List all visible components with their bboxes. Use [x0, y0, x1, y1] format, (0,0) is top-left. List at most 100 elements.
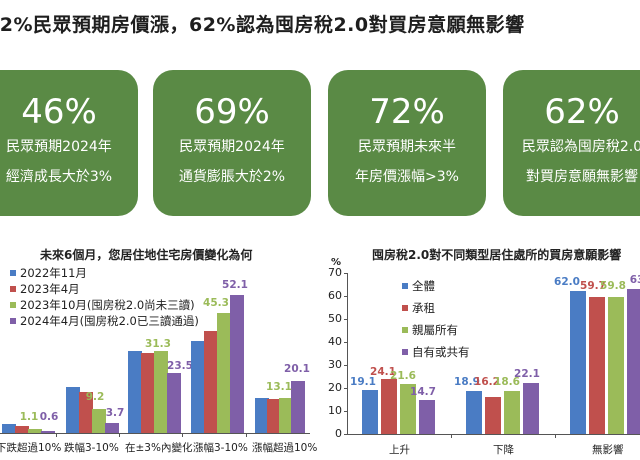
- y-tick-label: 0: [335, 427, 342, 440]
- x-label: 在±3%內變化: [125, 442, 193, 454]
- legend-item: 承租: [402, 297, 470, 319]
- x-label: 漲幅3-10%: [193, 442, 248, 454]
- value-label: 14.7: [410, 386, 436, 398]
- stat-card-percent: 46%: [21, 92, 97, 132]
- legend-label: 親屬所有: [412, 323, 458, 337]
- bar: [570, 291, 586, 434]
- bar: [485, 397, 501, 434]
- legend-label: 2022年11月: [20, 266, 87, 280]
- x-axis: [347, 434, 640, 435]
- bar: [291, 381, 305, 433]
- x-label: 無影響: [592, 444, 624, 456]
- bar: [608, 297, 624, 434]
- value-label: 31.3: [145, 338, 171, 350]
- legend-label: 2023年4月: [20, 282, 80, 296]
- bar: [217, 313, 231, 433]
- value-label: 18.6: [494, 376, 520, 388]
- legend-swatch-blue: [402, 283, 408, 289]
- right-chart-title: 囤房稅2.0對不同類型居住處所的買房意願影響: [372, 248, 622, 262]
- legend-swatch-purple: [10, 318, 16, 324]
- x-axis: [0, 433, 310, 434]
- bar: [15, 426, 29, 433]
- stat-card-text: 經濟成長大於3%: [5, 169, 113, 185]
- bar: [466, 391, 482, 434]
- x-tick: [182, 433, 183, 437]
- stat-card-text: 民眾預期未來半: [358, 139, 456, 155]
- y-tick-label: 70: [328, 266, 342, 279]
- bar: [230, 295, 244, 433]
- legend-label: 承租: [412, 301, 435, 315]
- y-unit-label: %: [331, 257, 342, 268]
- x-label: 下跌超過10%: [0, 442, 62, 454]
- legend-item: 2023年4月: [10, 281, 199, 297]
- stat-card-house-price: 72% 民眾預期未來半 年房價漲幅>3%: [328, 70, 486, 216]
- bar: [2, 424, 16, 433]
- x-tick: [555, 434, 556, 438]
- stat-card-housing-tax: 62% 民眾認為囤房稅2.0 對買房意願無影響: [503, 70, 640, 216]
- x-label: 跌幅3-10%: [64, 442, 119, 454]
- value-label: 16.2: [474, 376, 500, 388]
- legend-item: 全體: [402, 275, 470, 297]
- value-label: 59.8: [600, 280, 626, 292]
- bar: [167, 373, 181, 433]
- bar: [204, 331, 218, 433]
- x-tick: [119, 433, 120, 437]
- value-label: 63: [629, 274, 640, 286]
- value-label: 52.1: [222, 279, 248, 291]
- value-label: 9.2: [85, 391, 105, 403]
- legend-swatch-red: [402, 305, 408, 311]
- y-tick: [344, 365, 348, 366]
- stat-card-text: 民眾認為囤房稅2.0: [521, 139, 640, 155]
- left-chart-title: 未來6個月，您居住地住宅房價變化為何: [40, 248, 253, 262]
- stat-card-text: 對買房意願無影響: [526, 169, 638, 185]
- bar: [523, 383, 539, 434]
- bar: [267, 399, 281, 433]
- stat-card-text: 民眾預期2024年: [6, 139, 112, 155]
- legend-swatch-green: [402, 327, 408, 333]
- legend-item: 2024年4月(囤房稅2.0已三讀通過): [10, 313, 199, 329]
- right-chart-plot: 19.1 24.1 21.6 14.7 18.9 16.2 18.6 22.1 …: [348, 274, 640, 434]
- value-label: 19.1: [350, 376, 376, 388]
- bar: [79, 392, 93, 433]
- value-label: 3.7: [105, 407, 125, 419]
- value-label: 23.5: [167, 360, 193, 372]
- y-tick-label: 20: [328, 381, 342, 394]
- stat-card-percent: 69%: [194, 92, 270, 132]
- stat-card-text: 年房價漲幅>3%: [355, 169, 459, 185]
- value-label: 62.0: [554, 276, 580, 288]
- y-tick: [344, 388, 348, 389]
- value-label: 45.3: [203, 297, 229, 309]
- y-tick: [344, 411, 348, 412]
- x-label: 下降: [493, 444, 514, 456]
- bar: [279, 398, 293, 433]
- x-tick: [246, 433, 247, 437]
- y-tick-label: 30: [328, 358, 342, 371]
- bar: [141, 353, 155, 433]
- bar: [504, 391, 520, 434]
- stat-card-inflation: 69% 民眾預期2024年 通貨膨脹大於2%: [153, 70, 311, 216]
- value-label: 21.6: [390, 370, 416, 382]
- legend-label: 全體: [412, 279, 435, 293]
- y-tick-label: 40: [328, 335, 342, 348]
- stat-card-gdp: 46% 民眾預期2024年 經濟成長大於3%: [0, 70, 138, 216]
- bar: [627, 289, 640, 434]
- headline: 72%民眾預期房價漲，62%認為囤房稅2.0對買房意願無影響: [0, 14, 525, 36]
- bar: [28, 429, 42, 433]
- y-axis: [347, 273, 348, 434]
- bar: [362, 390, 378, 434]
- y-tick: [344, 434, 348, 435]
- legend-item: 親屬所有: [402, 319, 470, 341]
- value-label: 20.1: [284, 363, 310, 375]
- y-tick: [344, 296, 348, 297]
- y-tick-label: 60: [328, 289, 342, 302]
- y-tick: [344, 273, 348, 274]
- stat-card-percent: 72%: [369, 92, 445, 132]
- stat-card-percent: 62%: [544, 92, 620, 132]
- legend-label: 2024年4月(囤房稅2.0已三讀通過): [20, 314, 199, 328]
- bar: [128, 351, 142, 433]
- x-tick: [56, 433, 57, 437]
- legend-label: 自有或共有: [412, 345, 470, 359]
- value-label: 0.6: [39, 411, 59, 423]
- bar: [589, 297, 605, 434]
- legend-item: 2023年10月(囤房稅2.0尚未三讀): [10, 297, 199, 313]
